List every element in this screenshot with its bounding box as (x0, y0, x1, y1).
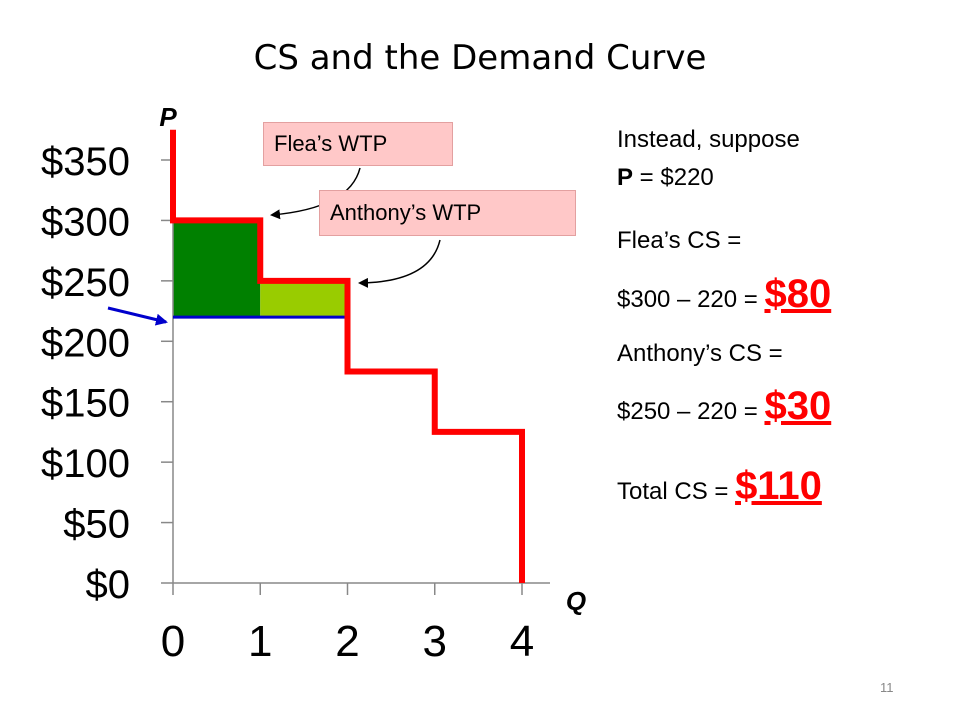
scenario-text: Instead, suppose (617, 126, 800, 154)
x-tick-label: 3 (423, 617, 447, 666)
total-cs-row: Total CS = $110 (617, 462, 822, 510)
price-assignment: = $220 (633, 164, 714, 191)
y-tick-label: $50 (63, 503, 130, 547)
flea-cs-label: Flea’s CS = (617, 227, 742, 254)
y-axis-label: P (159, 102, 177, 132)
flea-cs-calc-row: $300 – 220 = $80 (617, 270, 831, 318)
y-tick-label: $150 (41, 382, 130, 426)
price-variable: P (617, 164, 634, 191)
total-cs-value: $110 (735, 464, 822, 508)
y-tick-label: $350 (41, 140, 130, 184)
y-tick-label: $250 (41, 261, 130, 305)
scenario-price: P = $220 (617, 164, 714, 192)
flea-cs-calc: $300 – 220 = (617, 286, 765, 313)
scenario-line1: Instead, suppose (617, 126, 800, 153)
y-tick-label: $100 (41, 442, 130, 486)
anthony-cs-label: Anthony’s CS = (617, 340, 783, 367)
total-cs-label: Total CS = (617, 478, 736, 505)
cs-area-flea (173, 220, 261, 318)
demand-curve (170, 129, 525, 583)
anthony-wtp-callout: Anthony’s WTP (319, 190, 576, 236)
anthony-cs-calc-row: $250 – 220 = $30 (617, 382, 831, 430)
price-arrow (107, 306, 168, 326)
page-number: 11 (880, 680, 894, 695)
cs-area-anthony (260, 280, 348, 318)
y-tick-label: $300 (41, 200, 130, 244)
flea-wtp-callout: Flea’s WTP (263, 122, 453, 166)
x-tick-label: 1 (248, 617, 272, 666)
x-tick-label: 0 (161, 617, 185, 666)
anthony-cs-value: $30 (764, 384, 832, 428)
anthony-callout-connector (358, 239, 441, 288)
x-tick-label: 2 (335, 617, 359, 666)
x-axis-label: Q (566, 586, 586, 616)
y-tick-label: $200 (41, 321, 130, 365)
y-tick-label: $0 (86, 563, 131, 607)
anthony-cs-calc: $250 – 220 = (617, 398, 765, 425)
flea-cs-value: $80 (764, 272, 832, 316)
slide-title: CS and the Demand Curve (253, 38, 707, 78)
x-tick-label: 4 (510, 617, 534, 666)
